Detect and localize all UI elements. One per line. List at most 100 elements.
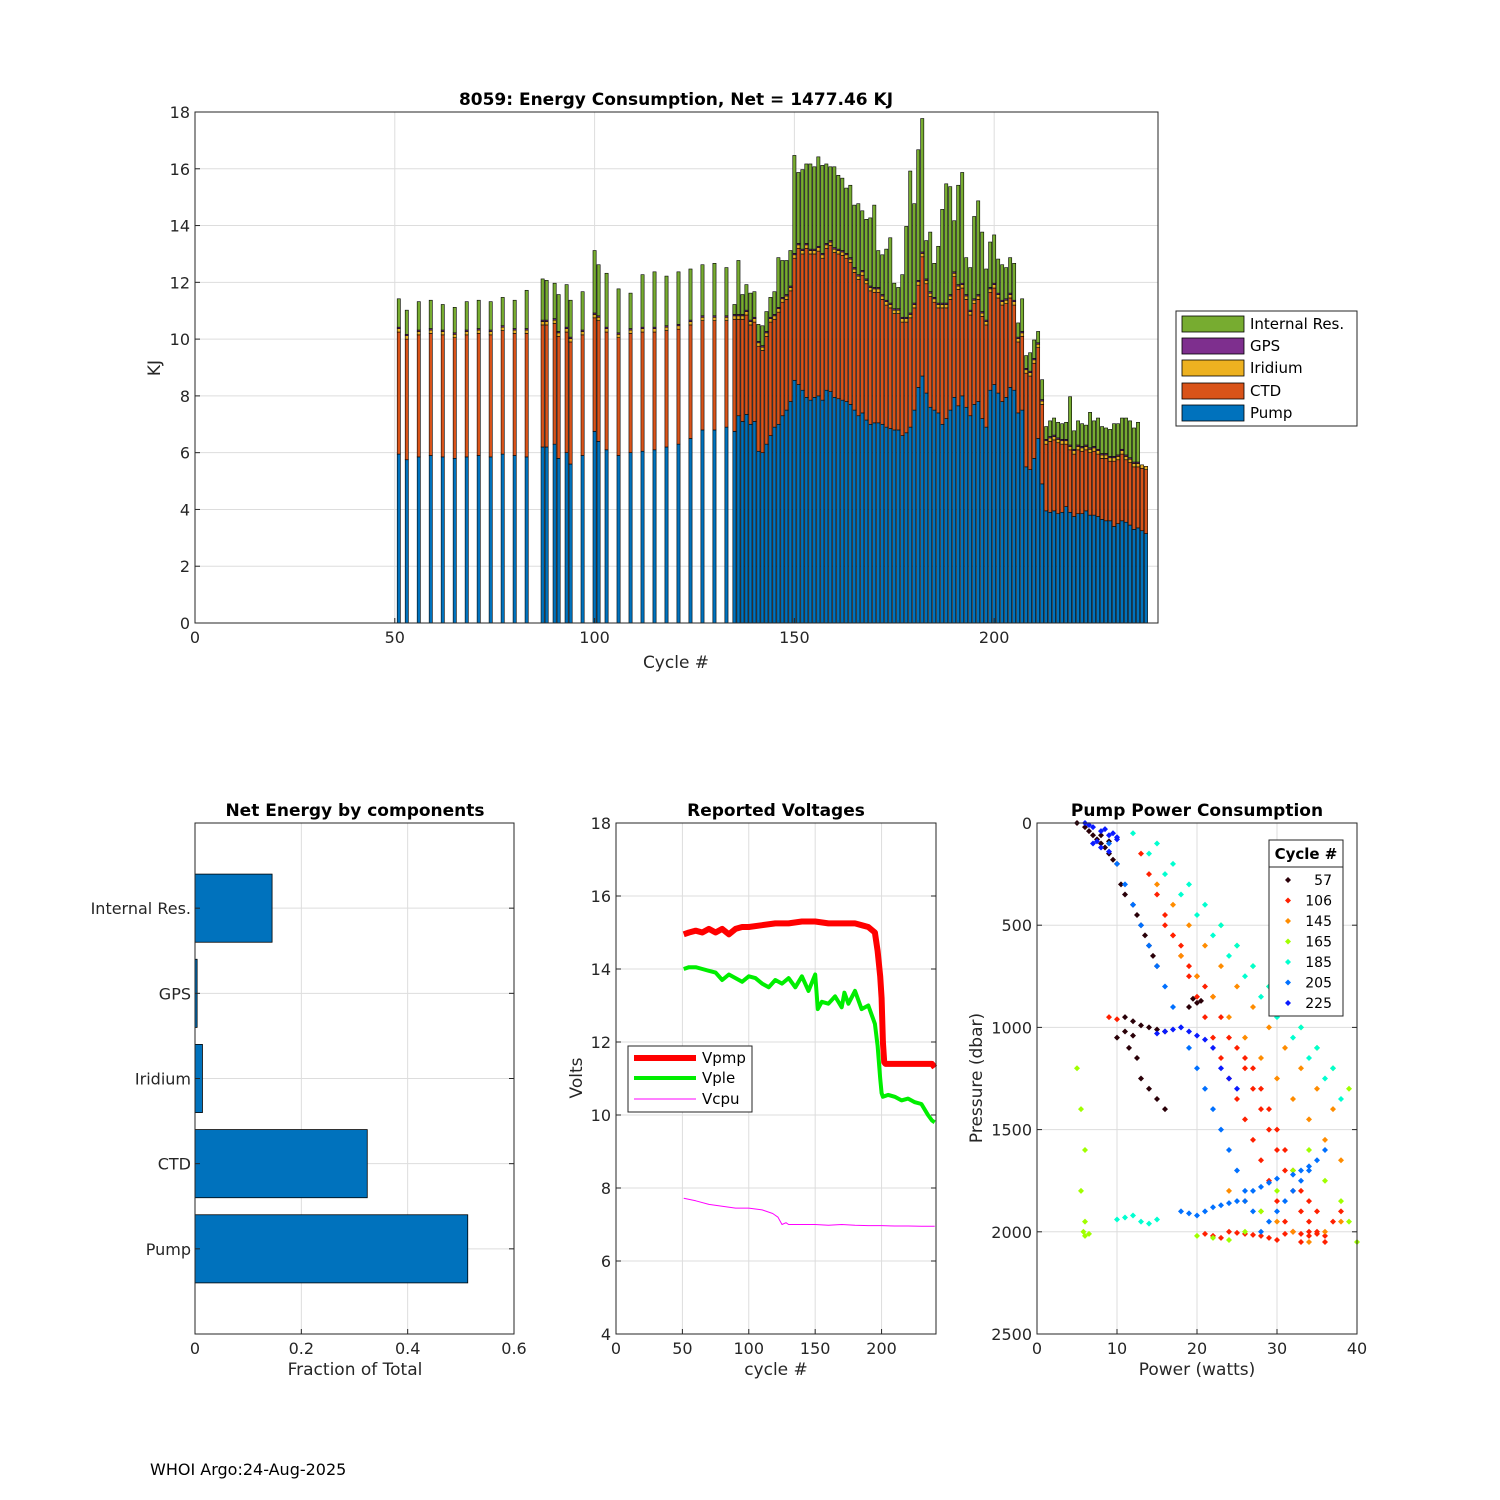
energy-bar-ctd-segment (1032, 362, 1037, 459)
energy-bar-iridium-segment (676, 325, 681, 330)
pump-point-cycle-225 (1218, 1065, 1224, 1072)
energy-bar-iridium-segment (1128, 458, 1132, 463)
energy-bar-ctd-segment (1036, 347, 1041, 439)
energy-tick-label-y: 14 (170, 217, 190, 236)
pump-point-cycle-57 (1098, 840, 1104, 847)
pump-point-cycle-57 (1146, 1024, 1152, 1031)
energy-bar-ctd-segment (1064, 443, 1068, 507)
pump-point-cycle-57 (1134, 911, 1140, 918)
energy-bar-pump-segment (764, 443, 769, 624)
energy-bar-iridium-segment (416, 331, 421, 336)
energy-bar-iridium-segment (956, 285, 961, 290)
pump-point-cycle-106 (1226, 1228, 1232, 1235)
energy-bar-ctd-segment (596, 320, 601, 442)
energy-bar-pump-segment (960, 395, 965, 624)
energy-bar-internal-segment (928, 231, 933, 293)
energy-bar-internal-segment (904, 226, 909, 318)
energy-bar-pump-segment (1080, 513, 1084, 624)
energy-bar-pump-segment (476, 455, 481, 624)
energy-bar-ctd-segment (640, 331, 645, 452)
legend-swatch-ctd (1181, 382, 1245, 400)
pump-points (1074, 820, 1360, 1246)
energy-bar-pump-segment (756, 450, 761, 624)
energy-bar-iridium-segment (628, 329, 633, 334)
energy-bar-ctd-segment (868, 290, 873, 425)
voltage-axes-box (615, 822, 937, 1335)
pump-point-cycle-185 (1218, 922, 1224, 929)
energy-bar-iridium-segment (640, 328, 645, 333)
pump-point-cycle-106 (1162, 922, 1168, 929)
energy-bar-pump-segment (896, 429, 901, 624)
energy-bar-pump-segment (848, 404, 853, 624)
pump-point-cycle-106 (1266, 1234, 1272, 1241)
energy-bar-internal-segment (916, 149, 921, 281)
energy-bar-pump-segment (772, 426, 777, 624)
energy-bar-internal-segment (1092, 420, 1096, 447)
energy-bar-pump-segment (912, 409, 917, 624)
pump-point-cycle-145 (1274, 1075, 1280, 1082)
energy-bar-internal-segment (836, 175, 841, 250)
energy-bar-internal-segment (404, 309, 409, 335)
pump-point-cycle-205 (1146, 942, 1152, 949)
pump-point-cycle-225 (1090, 840, 1096, 847)
pump-point-cycle-225 (1226, 1075, 1232, 1082)
components-tick-label-x: 0.2 (289, 1339, 314, 1358)
energy-bar-pump-segment (1128, 524, 1132, 624)
pump-point-cycle-57 (1146, 1085, 1152, 1092)
pump-tick-label-x: 20 (1187, 1339, 1207, 1358)
energy-bar-pump-segment (976, 401, 981, 624)
energy-bar-iridium-segment (972, 299, 977, 304)
components-title: Net Energy by components (225, 801, 484, 821)
pump-tick-label-y: 2000 (991, 1223, 1032, 1242)
pump-point-cycle-185 (1130, 1212, 1136, 1219)
energy-bar-iridium-segment (876, 288, 881, 293)
energy-bar-pump-segment (796, 384, 801, 624)
energy-bar-pump-segment (500, 453, 505, 624)
energy-bar-pump-segment (604, 449, 609, 624)
pump-tick-label-x: 40 (1347, 1339, 1367, 1358)
energy-bar-internal-segment (1104, 427, 1108, 454)
pump-point-cycle-165 (1210, 1234, 1216, 1241)
energy-bar-internal-segment (912, 203, 917, 304)
pump-point-cycle-225 (1098, 828, 1104, 835)
energy-bar-internal-segment (844, 187, 849, 254)
energy-bar-iridium-segment (776, 308, 781, 313)
pump-point-cycle-225 (1202, 1036, 1208, 1043)
pump-point-cycle-106 (1322, 1232, 1328, 1239)
energy-bar-internal-segment (488, 301, 493, 331)
pump-point-cycle-185 (1154, 1216, 1160, 1223)
pump-point-cycle-225 (1110, 830, 1116, 837)
energy-bar-ctd-segment (1040, 404, 1045, 485)
legend-swatch-gps (1181, 337, 1245, 355)
pump-point-cycle-106 (1234, 1044, 1240, 1051)
energy-bar-internal-segment (596, 264, 601, 317)
energy-axes-box (194, 111, 1159, 624)
energy-bar-internal-segment (748, 292, 753, 321)
energy-bar-internal-segment (592, 250, 597, 314)
energy-bar-internal-segment (540, 278, 545, 321)
energy-bar-iridium-segment (940, 304, 945, 309)
energy-bar-pump-segment (760, 452, 765, 624)
energy-bar-ctd-segment (1096, 453, 1100, 517)
energy-bar-internal-segment (568, 299, 573, 338)
energy-tick-label-y: 8 (180, 387, 190, 406)
energy-bar-iridium-segment (1004, 299, 1009, 304)
energy-ylabel: KJ (145, 360, 165, 376)
energy-bar-ctd-segment (428, 333, 433, 456)
energy-bar-ctd-segment (804, 247, 809, 398)
energy-bar-iridium-segment (1136, 463, 1140, 468)
pump-point-cycle-106 (1162, 911, 1168, 918)
energy-bar-pump-segment (952, 397, 957, 624)
energy-bar-internal-segment (744, 284, 749, 311)
pump-point-cycle-106 (1202, 1230, 1208, 1237)
pump-point-cycle-57 (1118, 881, 1124, 888)
energy-bar-internal-segment (604, 272, 609, 328)
pump-tick-label-x: 10 (1107, 1339, 1127, 1358)
energy-bar-pump-segment (880, 423, 885, 624)
pump-point-cycle-57 (1130, 1018, 1136, 1025)
energy-bar-iridium-segment (1124, 456, 1128, 461)
pump-point-cycle-205 (1234, 1198, 1240, 1205)
pump-point-cycle-185 (1226, 952, 1232, 959)
energy-bar-ctd-segment (544, 324, 549, 448)
energy-bar-pump-segment (416, 456, 421, 624)
